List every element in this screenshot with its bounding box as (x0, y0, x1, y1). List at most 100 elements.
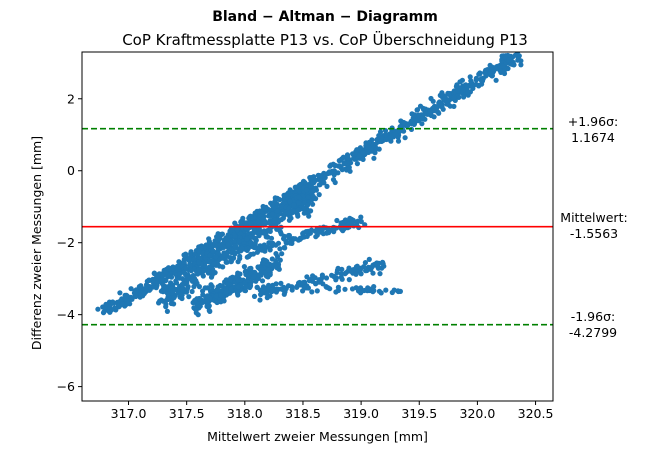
data-point (247, 213, 254, 219)
data-point (427, 109, 433, 115)
data-point (281, 287, 287, 294)
data-point (275, 240, 282, 246)
x-tick-label: 320.0 (460, 406, 496, 421)
data-point (465, 89, 471, 95)
data-point (428, 95, 434, 102)
data-point (228, 259, 234, 265)
data-point (335, 265, 341, 271)
data-point (391, 287, 397, 293)
data-point (306, 213, 312, 219)
data-point (281, 245, 287, 251)
data-point (206, 258, 213, 264)
data-point (447, 90, 453, 97)
data-point (254, 249, 260, 255)
data-point (451, 90, 457, 96)
data-point (358, 265, 364, 271)
data-point (214, 234, 220, 240)
data-point (189, 288, 195, 295)
data-point (163, 304, 169, 310)
data-point (175, 264, 181, 270)
data-point (412, 112, 418, 118)
data-point (251, 228, 257, 234)
data-point (378, 135, 384, 141)
data-point (156, 300, 162, 306)
data-point (181, 252, 187, 258)
data-point (383, 287, 389, 293)
data-point (95, 306, 101, 312)
data-point (223, 286, 229, 292)
data-point (274, 208, 281, 214)
data-point (272, 195, 278, 201)
data-point (196, 296, 203, 302)
data-point (277, 246, 283, 252)
data-point (248, 220, 254, 226)
data-point (221, 244, 227, 250)
y-tick-label: 0 (67, 163, 75, 178)
data-point (223, 277, 229, 283)
data-point (323, 284, 330, 290)
data-point (187, 262, 193, 268)
data-point (125, 300, 131, 306)
data-point (244, 236, 250, 242)
data-point (414, 107, 421, 113)
data-point (405, 122, 411, 128)
data-point (261, 270, 268, 276)
data-point (322, 171, 329, 177)
data-point (402, 135, 408, 141)
data-point (294, 284, 300, 290)
data-point (312, 275, 318, 281)
data-point (365, 287, 371, 293)
data-point (518, 62, 524, 68)
data-point (269, 262, 275, 268)
x-tick-label: 319.5 (401, 406, 437, 421)
x-tick-label: 318.5 (285, 406, 321, 421)
data-point (339, 276, 345, 282)
data-point (165, 291, 171, 297)
data-point (356, 153, 362, 159)
data-point (340, 154, 346, 160)
data-point (451, 94, 457, 101)
upper-limit-label-line1: +1.96σ: (567, 114, 619, 129)
data-point (239, 245, 245, 252)
x-tick-label: 317.5 (169, 406, 205, 421)
data-point (214, 287, 220, 293)
data-point (265, 262, 271, 268)
data-point (493, 77, 499, 83)
data-point (255, 218, 261, 225)
chart-title: Bland − Altman − Diagramm (212, 9, 438, 25)
data-point (207, 252, 213, 258)
data-point (362, 260, 368, 266)
data-point (281, 236, 287, 242)
data-point (235, 259, 241, 265)
data-point (368, 147, 374, 154)
data-point (377, 271, 383, 277)
data-point (417, 103, 424, 109)
data-point (153, 285, 159, 291)
data-point (331, 168, 337, 174)
data-point (337, 163, 343, 169)
data-point (181, 269, 187, 275)
data-point (164, 308, 170, 314)
data-point (326, 230, 332, 236)
data-point (419, 115, 425, 122)
data-point (289, 284, 295, 290)
data-point (220, 264, 226, 270)
data-point (380, 261, 386, 267)
data-point (103, 301, 109, 307)
upper-limit-label: +1.96σ: 1.1674 (562, 114, 624, 146)
data-point (397, 124, 403, 130)
data-point (342, 160, 348, 167)
data-point (192, 251, 198, 258)
data-point (304, 202, 311, 208)
data-point (295, 194, 302, 200)
data-point (335, 284, 341, 290)
data-point (501, 70, 508, 77)
data-point (263, 234, 269, 240)
data-point (209, 269, 215, 275)
data-point (401, 128, 407, 134)
data-point (252, 240, 258, 246)
data-point (271, 217, 278, 224)
data-point (395, 288, 401, 295)
data-point (218, 292, 224, 299)
data-point (287, 199, 293, 205)
